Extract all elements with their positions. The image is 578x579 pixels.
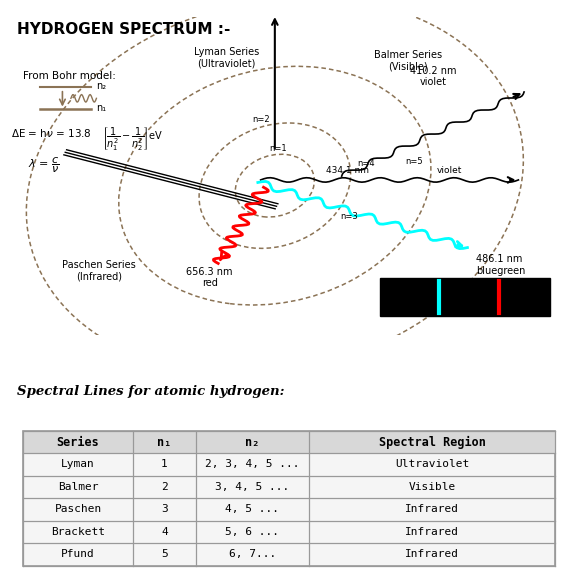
Text: Balmer: Balmer (58, 482, 98, 492)
Text: n₂: n₂ (245, 435, 260, 449)
Text: 5: 5 (161, 549, 168, 559)
Text: Paschen: Paschen (54, 504, 102, 514)
Text: Ultraviolet: Ultraviolet (395, 460, 469, 470)
Text: Brackett: Brackett (51, 527, 105, 537)
Text: violet: violet (436, 166, 462, 174)
Text: From Bohr model:: From Bohr model: (23, 71, 116, 81)
Text: 1: 1 (161, 460, 168, 470)
Text: n₁: n₁ (97, 103, 106, 113)
Text: Lyman Series
(Ultraviolet): Lyman Series (Ultraviolet) (194, 46, 260, 68)
Text: Infrared: Infrared (405, 527, 459, 537)
Bar (23, 431, 555, 566)
Text: $\left[\dfrac{1}{n_1^2} - \dfrac{1}{n_2^2}\right]$eV: $\left[\dfrac{1}{n_1^2} - \dfrac{1}{n_2^… (102, 125, 163, 153)
Bar (23, 431, 555, 453)
Text: n₁: n₁ (157, 435, 172, 449)
Text: Pfund: Pfund (61, 549, 95, 559)
Text: 5, 6 ...: 5, 6 ... (225, 527, 279, 537)
Text: Paschen Series
(Infrared): Paschen Series (Infrared) (62, 261, 136, 282)
Text: 2: 2 (161, 482, 168, 492)
Text: $\Delta$E = h$\nu$ = 13.8: $\Delta$E = h$\nu$ = 13.8 (12, 127, 92, 139)
Text: Series: Series (57, 435, 99, 449)
Text: n=3: n=3 (340, 212, 358, 221)
Text: n=4: n=4 (357, 159, 375, 168)
Text: 656.3 nm
red: 656.3 nm red (187, 266, 233, 288)
Text: $\lambda$ = $\dfrac{c}{\nu}$: $\lambda$ = $\dfrac{c}{\nu}$ (28, 156, 60, 175)
Text: 2, 3, 4, 5 ...: 2, 3, 4, 5 ... (205, 460, 299, 470)
Bar (380, 278, 550, 316)
Text: 3, 4, 5 ...: 3, 4, 5 ... (215, 482, 290, 492)
Text: n₂: n₂ (97, 80, 106, 91)
Text: 434.1 nm: 434.1 nm (326, 166, 369, 174)
Text: 6, 7...: 6, 7... (228, 549, 276, 559)
Text: 410.2 nm
violet: 410.2 nm violet (410, 65, 457, 87)
Text: n=2: n=2 (252, 115, 269, 124)
Text: n=1: n=1 (269, 144, 287, 153)
Bar (23, 431, 555, 453)
Text: 486.1 nm
bluegreen: 486.1 nm bluegreen (476, 254, 525, 276)
Text: n=5: n=5 (405, 157, 423, 166)
Text: Lyman: Lyman (61, 460, 95, 470)
Text: HYDROGEN SPECTRUM :-: HYDROGEN SPECTRUM :- (17, 22, 231, 37)
Text: Spectral Lines for atomic hydrogen:: Spectral Lines for atomic hydrogen: (17, 384, 284, 398)
Text: 4, 5 ...: 4, 5 ... (225, 504, 279, 514)
Text: Balmer Series
(Visible): Balmer Series (Visible) (374, 50, 442, 71)
Text: Spectral Region: Spectral Region (379, 435, 486, 449)
Text: Infrared: Infrared (405, 504, 459, 514)
Text: Visible: Visible (409, 482, 455, 492)
Text: 4: 4 (161, 527, 168, 537)
Text: Infrared: Infrared (405, 549, 459, 559)
Text: 3: 3 (161, 504, 168, 514)
